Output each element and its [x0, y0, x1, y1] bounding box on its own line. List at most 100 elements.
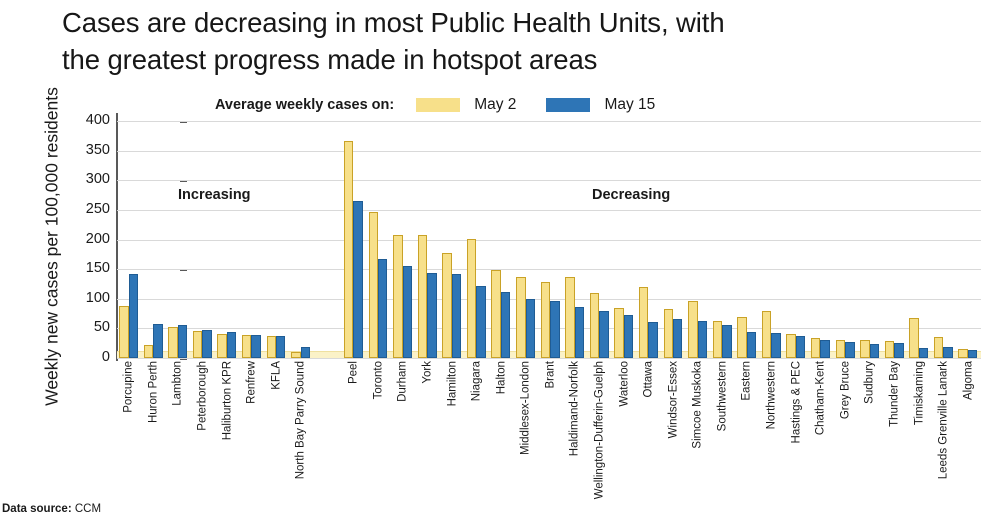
bar-may15	[574, 307, 585, 358]
y-axis-ticks: 0 50 100 150 200 250 300 350 400	[62, 112, 187, 365]
bar-may15	[353, 201, 363, 358]
bar-may15	[722, 324, 732, 358]
bar-may2	[266, 335, 276, 358]
x-tick-label: Wellington-Dufferin-Guelph	[593, 361, 606, 500]
x-label-slot: Huron Perth	[142, 361, 167, 511]
bar-may15	[673, 318, 683, 358]
bar-group	[661, 121, 686, 358]
gridline	[117, 180, 981, 182]
bar-may2	[884, 341, 895, 358]
bar-may15	[795, 336, 806, 358]
x-axis-labels: Porcupine Huron Perth Lambton Peterborough H…	[117, 361, 981, 511]
annotation-increasing: Increasing	[178, 187, 251, 203]
x-tick-label: Sudbury	[863, 361, 876, 404]
x-label-slot: Sudbury	[858, 361, 883, 511]
x-label-slot: Eastern	[735, 361, 760, 511]
bar-may2	[368, 211, 379, 358]
x-tick-label: York	[421, 361, 434, 384]
x-label-slot: Durham	[391, 361, 416, 511]
bar-may2	[491, 270, 501, 358]
bar-may2	[761, 310, 772, 358]
bar-may15	[697, 321, 708, 358]
x-tick-label: Middlesex-London	[519, 361, 532, 455]
bar-may2	[663, 308, 673, 358]
x-tick-label: Peel	[347, 361, 360, 385]
title-line-1: Cases are decreasing in most Public Heal…	[62, 7, 725, 38]
y-axis-title: Weekly new cases per 100,000 residents	[41, 87, 62, 406]
x-label-slot: Lambton	[166, 361, 191, 511]
bar-may2	[638, 286, 649, 358]
x-tick-label: Eastern	[740, 361, 753, 401]
x-label-slot: Porcupine	[117, 361, 142, 511]
x-label-slot: Hastings & PEC	[784, 361, 809, 511]
bar-may15	[623, 315, 634, 358]
bar-may15	[550, 301, 560, 358]
bar-group	[489, 121, 514, 358]
bar-group	[784, 121, 809, 358]
bar-group	[366, 121, 391, 358]
x-tick-label: Chatham-Kent	[814, 361, 827, 436]
x-label-slot: Chatham-Kent	[809, 361, 834, 511]
x-label-slot: Renfrew	[240, 361, 265, 511]
x-label-slot: Waterloo	[612, 361, 637, 511]
bar-group	[956, 121, 981, 358]
bar-may2	[811, 338, 821, 358]
bar-may2	[516, 277, 526, 358]
x-label-slot: Algoma	[956, 361, 981, 511]
x-label-slot: Brant	[539, 361, 564, 511]
bar-group	[907, 121, 932, 358]
data-source-value: CCM	[74, 503, 102, 515]
legend-swatch-may2-icon	[416, 98, 461, 112]
bar-may15	[251, 334, 261, 358]
x-tick-label: Algoma	[962, 361, 975, 400]
y-tick-label: 50	[93, 319, 110, 336]
bar-group	[760, 121, 785, 358]
x-label-slot: Wellington-Dufferin-Guelph	[588, 361, 613, 511]
x-label-slot: Middlesex-London	[514, 361, 539, 511]
x-label-slot: North Bay Parry Sound	[289, 361, 314, 511]
bar-group	[637, 121, 662, 358]
x-label-slot: Windsor-Essex	[661, 361, 686, 511]
bar-may15	[894, 343, 904, 358]
bar-group	[142, 121, 167, 358]
chart-legend: Average weekly cases on: May 2 May 15	[215, 95, 685, 115]
bar-may15	[128, 273, 138, 358]
bar-may2	[241, 334, 252, 358]
x-label-slot: York	[416, 361, 441, 511]
bar-may15	[943, 347, 953, 358]
x-label-slot: Niagara	[465, 361, 490, 511]
y-tick-label: 400	[85, 112, 110, 128]
x-label-slot: Thunder Bay	[883, 361, 908, 511]
bar-may15	[177, 325, 188, 358]
legend-label-may2: May 2	[474, 96, 517, 113]
bar-may2	[192, 331, 203, 358]
legend-item-may15: May 15	[546, 96, 655, 114]
bar-may15	[746, 331, 757, 358]
x-label-slot: Timiskaming	[907, 361, 932, 511]
bar-may15	[918, 347, 929, 358]
bar-may15	[427, 273, 437, 358]
bar-may15	[845, 342, 855, 358]
x-label-slot: Ottawa	[637, 361, 662, 511]
annotation-decreasing: Decreasing	[592, 187, 671, 203]
x-label-slot: Hamilton	[440, 361, 465, 511]
x-tick-label: Haliburton KPR	[221, 361, 234, 441]
bar-may15	[451, 273, 462, 358]
bar-may2	[589, 292, 600, 358]
bar-group	[711, 121, 736, 358]
bar-group	[215, 121, 240, 358]
x-tick-label: Hamilton	[446, 361, 458, 407]
bar-group	[416, 121, 441, 358]
bar-group	[191, 121, 216, 358]
x-label-slot: KFLA	[264, 361, 289, 511]
bar-group	[289, 121, 314, 358]
x-label-slot: Peterborough	[191, 361, 216, 511]
x-tick-label: Lambton	[171, 361, 184, 406]
x-label-slot: Northwestern	[760, 361, 785, 511]
y-tick-label: 350	[85, 141, 110, 158]
bar-may2	[143, 344, 154, 358]
bar-may2	[540, 282, 551, 358]
y-tick-label: 250	[85, 200, 110, 217]
data-source-label: Data source:	[2, 503, 72, 515]
bar-group	[563, 121, 588, 358]
